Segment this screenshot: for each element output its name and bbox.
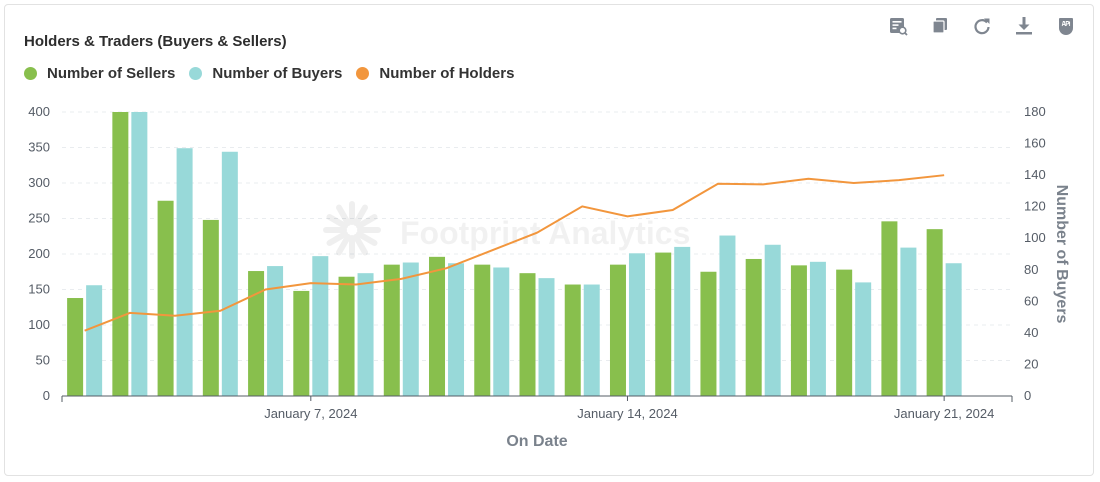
y-left-tick-label: 200 [28,246,50,261]
data-table-button[interactable] [887,15,909,37]
right-axis-title: Number of Buyers [1053,185,1070,324]
api-icon [1059,18,1073,35]
chart-toolbar [867,15,1077,37]
y-right-tick-label: 40 [1024,325,1038,340]
copy-button[interactable] [929,15,951,37]
y-right-tick-label: 120 [1024,199,1046,214]
bar-sellers[interactable] [429,256,446,396]
download-button[interactable] [1013,15,1035,37]
bar-sellers[interactable] [881,221,898,396]
legend-label-holders: Number of Holders [379,65,515,82]
bar-sellers[interactable] [67,298,84,396]
bar-sellers[interactable] [157,200,174,396]
refresh-icon [974,18,990,35]
y-left-tick-label: 100 [28,317,50,332]
bar-buyers[interactable] [538,278,555,396]
bar-buyers[interactable] [402,262,419,396]
bar-sellers[interactable] [926,229,943,396]
line-holders[interactable] [84,174,945,332]
bar-sellers[interactable] [383,264,400,396]
y-right-tick-label: 180 [1024,104,1046,119]
copy-icon [932,18,947,34]
y-left-tick-label: 50 [36,353,50,368]
refresh-button[interactable] [971,15,993,37]
bar-sellers[interactable] [112,112,129,396]
x-tick-label: January 7, 2024 [264,406,357,421]
bar-buyers[interactable] [719,235,736,396]
download-icon [1016,17,1032,35]
legend-item-holders[interactable]: Number of Holders [356,65,514,82]
bar-buyers[interactable] [493,267,510,396]
legend-item-buyers[interactable]: Number of Buyers [189,65,342,82]
y-right-tick-label: 80 [1024,262,1038,277]
bar-buyers[interactable] [176,148,193,396]
bar-buyers[interactable] [674,246,691,396]
bar-buyers[interactable] [628,253,645,396]
bar-sellers[interactable] [745,258,762,396]
bar-buyers[interactable] [221,151,238,396]
bar-buyers[interactable] [583,284,600,396]
bar-buyers[interactable] [267,266,284,396]
chart-legend: Number of Sellers Number of Buyers Numbe… [24,65,528,82]
bar-buyers[interactable] [448,263,465,396]
bar-buyers[interactable] [900,247,917,396]
y-left-tick-label: 400 [28,104,50,119]
legend-label-buyers: Number of Buyers [212,65,343,82]
legend-item-sellers[interactable]: Number of Sellers [24,65,175,82]
x-axis-title: On Date [506,433,567,450]
bar-buyers[interactable] [312,256,329,396]
y-right-tick-label: 140 [1024,167,1046,182]
bar-buyers[interactable] [86,285,103,396]
bar-sellers[interactable] [655,252,672,396]
x-tick-label: January 21, 2024 [894,406,994,421]
y-left-tick-label: 150 [28,282,50,297]
bar-buyers[interactable] [809,261,826,396]
data-table-icon [890,18,908,36]
y-right-tick-label: 160 [1024,136,1046,151]
bar-sellers[interactable] [609,264,626,396]
legend-swatch-buyers [189,67,203,80]
y-left-tick-label: 0 [43,388,50,403]
bar-sellers[interactable] [248,271,265,396]
legend-swatch-holders [356,67,370,80]
watermark-logo-icon [323,201,381,259]
y-right-tick-label: 0 [1024,388,1031,403]
chart-title: Holders & Traders (Buyers & Sellers) [24,33,287,50]
bar-sellers[interactable] [202,219,219,396]
legend-swatch-sellers [24,67,37,80]
legend-label-sellers: Number of Sellers [47,65,176,82]
watermark-text: Footprint Analytics [400,215,690,251]
y-right-tick-label: 100 [1024,230,1046,245]
api-button[interactable] [1055,15,1077,37]
y-right-tick-label: 60 [1024,293,1038,308]
bar-sellers[interactable] [474,264,491,396]
y-left-tick-label: 250 [28,211,50,226]
y-right-tick-label: 20 [1024,356,1038,371]
bar-sellers[interactable] [519,273,536,396]
bar-sellers[interactable] [836,269,853,396]
bar-buyers[interactable] [855,282,872,396]
y-left-tick-label: 350 [28,140,50,155]
y-left-tick-label: 300 [28,175,50,190]
bar-buyers[interactable] [357,273,374,396]
bar-sellers[interactable] [338,276,355,396]
x-tick-label: January 14, 2024 [577,406,677,421]
bar-sellers[interactable] [293,290,310,396]
bar-buyers[interactable] [131,112,148,396]
bar-sellers[interactable] [564,284,581,396]
bar-buyers[interactable] [945,263,962,396]
bar-sellers[interactable] [790,265,807,396]
bar-buyers[interactable] [764,244,781,396]
bar-sellers[interactable] [700,271,717,396]
